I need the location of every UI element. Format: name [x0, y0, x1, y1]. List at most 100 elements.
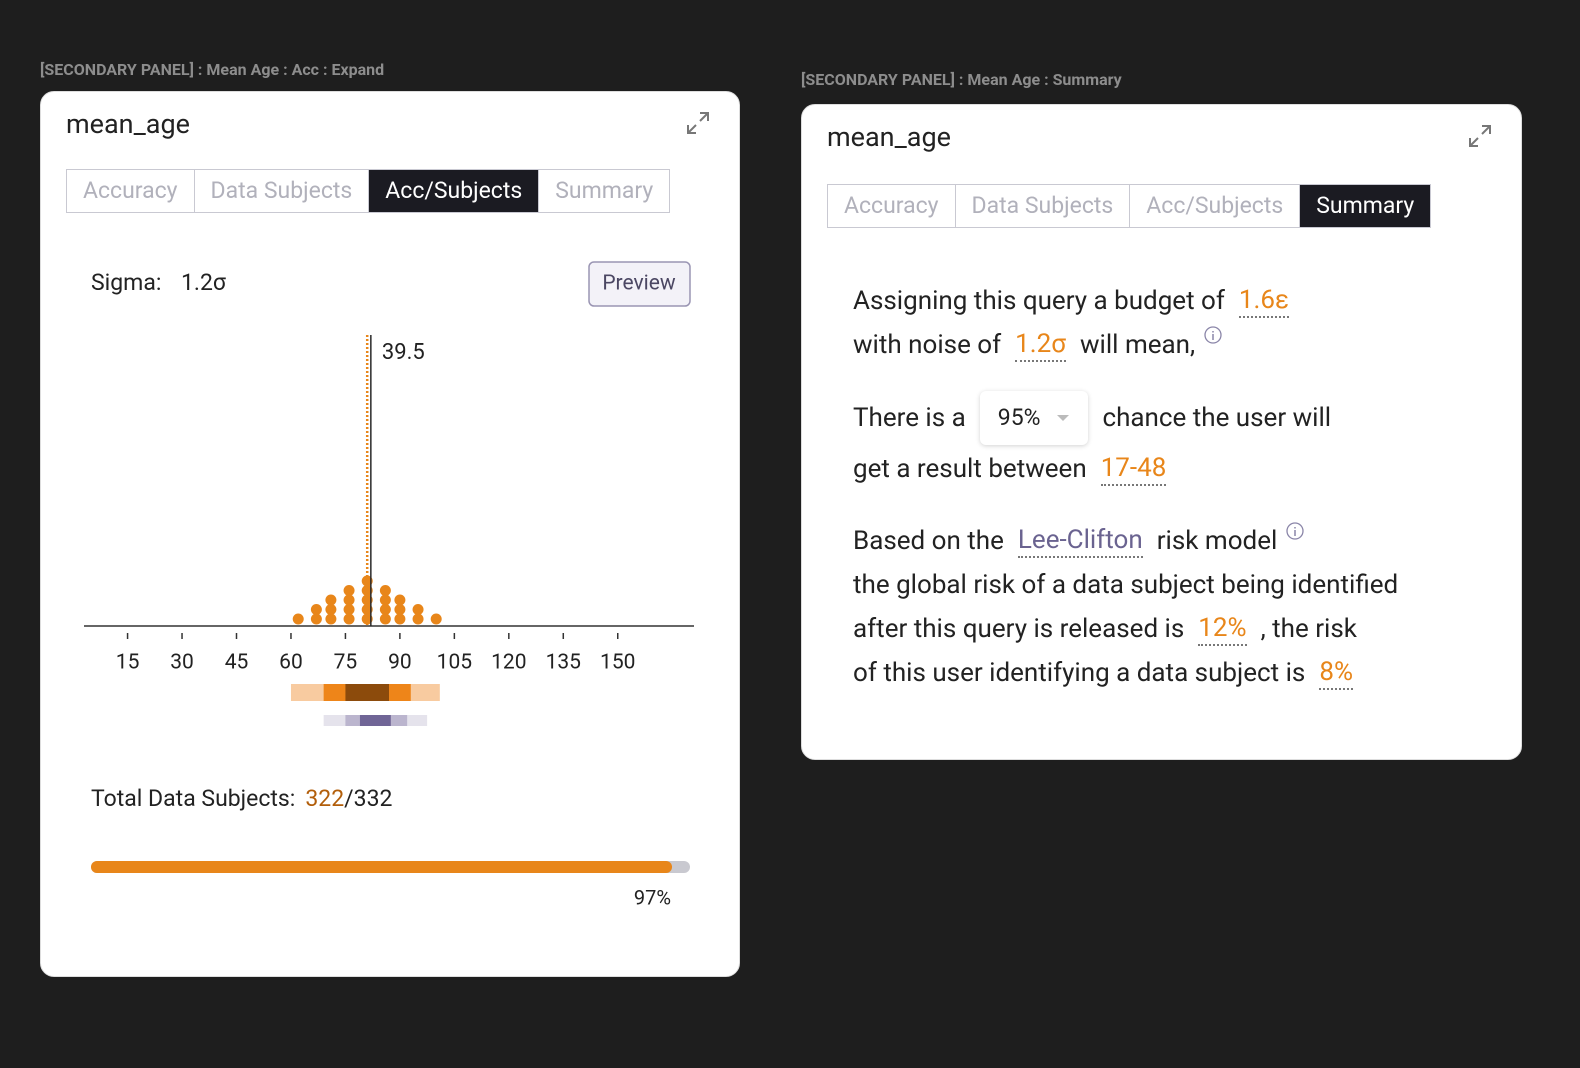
sentence-text: with noise of: [853, 330, 1002, 360]
sentence-text: of this user identifying a data subject …: [853, 658, 1306, 688]
text-line: Based on the Lee-Clifton risk model: [853, 519, 1412, 563]
dot: [379, 604, 391, 615]
subjects-summary: Total Data Subjects: 322/332: [91, 785, 393, 812]
paragraph: Assigning this query a budget of 1.6ε with…: [853, 279, 1412, 367]
interval-band: [345, 684, 389, 701]
paragraph: Based on the Lee-Clifton risk model the glo…: [853, 519, 1412, 695]
progress-label: 97%: [634, 885, 671, 909]
value-text: 8%: [1319, 656, 1353, 690]
sentence-text: will mean,: [1079, 330, 1196, 360]
text-line: of this user identifying a data subject …: [853, 651, 1412, 695]
tab[interactable]: Data Subjects: [956, 185, 1131, 227]
value-text: 12%: [1198, 612, 1247, 646]
x-tick-label: 15: [116, 651, 140, 675]
dot: [325, 613, 337, 625]
expand-icon[interactable]: [1467, 123, 1493, 149]
text-line: There is a 95% chance the user will: [853, 392, 1412, 443]
dot: [394, 613, 406, 625]
tab-bar: Accuracy Data Subjects Acc/Subjects Summary: [66, 169, 671, 213]
value-text: 1.6ε: [1238, 284, 1290, 318]
x-tick-label: 30: [170, 651, 194, 675]
text-line: the global risk of a data subject being …: [853, 563, 1412, 607]
summary-panel: mean_age Accuracy Data Subjects Acc/Subjec…: [801, 104, 1522, 760]
dot: [394, 604, 406, 615]
subjects-total: 332: [354, 785, 393, 812]
accuracy-panel: Sigma: 1.2σ Preview Total Data Subjects:…: [40, 91, 740, 977]
dot: [379, 585, 391, 596]
sentence-text: risk model: [1156, 526, 1278, 556]
x-tick-label: 120: [491, 651, 526, 675]
sentence-text: after this query is released is: [853, 614, 1185, 644]
x-tick-label: 60: [279, 651, 303, 675]
panel-title: mean_age: [66, 108, 190, 140]
sentence-text: the global risk of a data subject being …: [853, 570, 1399, 600]
info-circle: [1286, 522, 1304, 540]
dot: [292, 613, 304, 625]
panel-label: [SECONDARY PANEL] : Mean Age : Acc : Exp…: [40, 60, 385, 79]
expand-icon[interactable]: [685, 110, 711, 136]
x-tick-label: 150: [600, 651, 635, 675]
tab[interactable]: Accuracy: [67, 170, 195, 212]
select-value[interactable]: 95%: [997, 404, 1041, 431]
preview-button[interactable]: [588, 261, 691, 307]
subjects-selected: 322: [305, 785, 344, 812]
sentence-text: Based on the: [853, 526, 1004, 556]
tab[interactable]: Accuracy: [828, 185, 956, 227]
value-text: 17-48: [1100, 452, 1167, 486]
dot: [325, 594, 337, 606]
confidence-select[interactable]: 95%: [980, 391, 1089, 445]
panel-label: [SECONDARY PANEL] : Mean Age : Summary: [801, 70, 1122, 89]
sentence-text: chance the user will: [1102, 402, 1332, 433]
dot: [343, 594, 355, 606]
text-line: Assigning this query a budget of 1.6ε: [853, 279, 1412, 323]
dot: [310, 604, 322, 615]
tab[interactable]: Acc/Subjects: [1130, 185, 1301, 227]
dot: [412, 604, 424, 615]
info-icon[interactable]: [1203, 325, 1223, 345]
caret: [1057, 414, 1070, 421]
preview-button-label[interactable]: Preview: [602, 272, 676, 296]
tab-bar: Accuracy Data Subjects Acc/Subjects Summary: [827, 184, 1432, 228]
paragraph: There is a 95% chance the user will get a r…: [853, 392, 1412, 494]
tab[interactable]: Data Subjects: [195, 170, 370, 212]
dot: [310, 613, 322, 625]
sentence-text: , the risk: [1260, 614, 1357, 644]
dot: [430, 613, 442, 625]
tab[interactable]: Acc/Subjects: [369, 170, 540, 212]
sentence-text: There is a: [853, 402, 966, 433]
x-tick-label: 45: [225, 651, 249, 675]
sigma-label: Sigma:: [91, 269, 161, 296]
text-line: with noise of 1.2σ will mean,: [853, 323, 1412, 367]
sentence-text: get a result between: [853, 453, 1087, 484]
progress-fill: [91, 861, 673, 873]
dot: [343, 613, 355, 625]
dot: [412, 613, 424, 625]
text-line: after this query is released is 12% , the …: [853, 607, 1412, 651]
tab[interactable]: Summary: [555, 177, 654, 204]
value-text: 1.2σ: [1015, 328, 1066, 362]
reference-label: 39.5: [382, 340, 425, 365]
dot: [361, 604, 373, 615]
select-caret[interactable]: [1056, 413, 1070, 423]
x-tick-label: 135: [546, 651, 581, 675]
dot: [361, 585, 373, 596]
text-line: get a result between 17-48: [853, 443, 1412, 494]
summary-text: Assigning this query a budget of 1.6ε with…: [853, 279, 1412, 720]
subjects-label: Total Data Subjects:: [91, 785, 295, 812]
link-text[interactable]: Lee-Clifton: [1017, 524, 1143, 558]
interval-band: [359, 715, 391, 726]
dot: [343, 585, 355, 596]
subjects-separator: /: [344, 785, 354, 812]
tab[interactable]: Summary: [1300, 185, 1431, 227]
sentence-text: Assigning this query a budget of: [853, 286, 1225, 316]
sigma-value: 1.2σ: [181, 269, 226, 296]
x-tick-label: 90: [388, 651, 412, 675]
dot: [343, 604, 355, 615]
dot: [379, 613, 391, 625]
x-tick-label: 75: [334, 651, 358, 675]
info-circle: [1204, 326, 1222, 344]
dot: [394, 594, 406, 606]
dot: [325, 604, 337, 615]
info-icon[interactable]: [1285, 521, 1305, 541]
